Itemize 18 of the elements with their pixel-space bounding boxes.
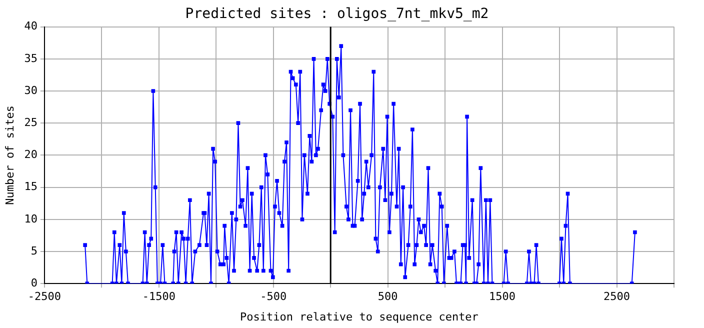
x-axis-title: Position relative to sequence center — [240, 310, 479, 324]
x-tick-label: 2500 — [604, 290, 630, 304]
chart-title: Predicted sites : oligos_7nt_mkv5_m2 — [185, 6, 489, 22]
y-tick-label: 30 — [24, 84, 38, 97]
x-tick-label: -500 — [260, 290, 287, 304]
y-tick-label: 15 — [24, 180, 38, 194]
x-tick-label: 1500 — [489, 290, 516, 304]
x-tick-label: -1500 — [142, 290, 176, 304]
y-tick-label: 25 — [24, 116, 38, 129]
y-tick-label: 5 — [30, 244, 38, 258]
y-tick-label: 35 — [24, 52, 38, 65]
y-tick-label: 0 — [30, 276, 38, 290]
x-tick-label: -2500 — [28, 290, 62, 304]
y-tick-label: 20 — [24, 148, 38, 162]
y-tick-label: 40 — [24, 20, 38, 33]
y-tick-label: 10 — [24, 212, 38, 226]
y-axis-title: Number of sites — [3, 106, 16, 205]
x-tick-label: 500 — [378, 290, 398, 304]
